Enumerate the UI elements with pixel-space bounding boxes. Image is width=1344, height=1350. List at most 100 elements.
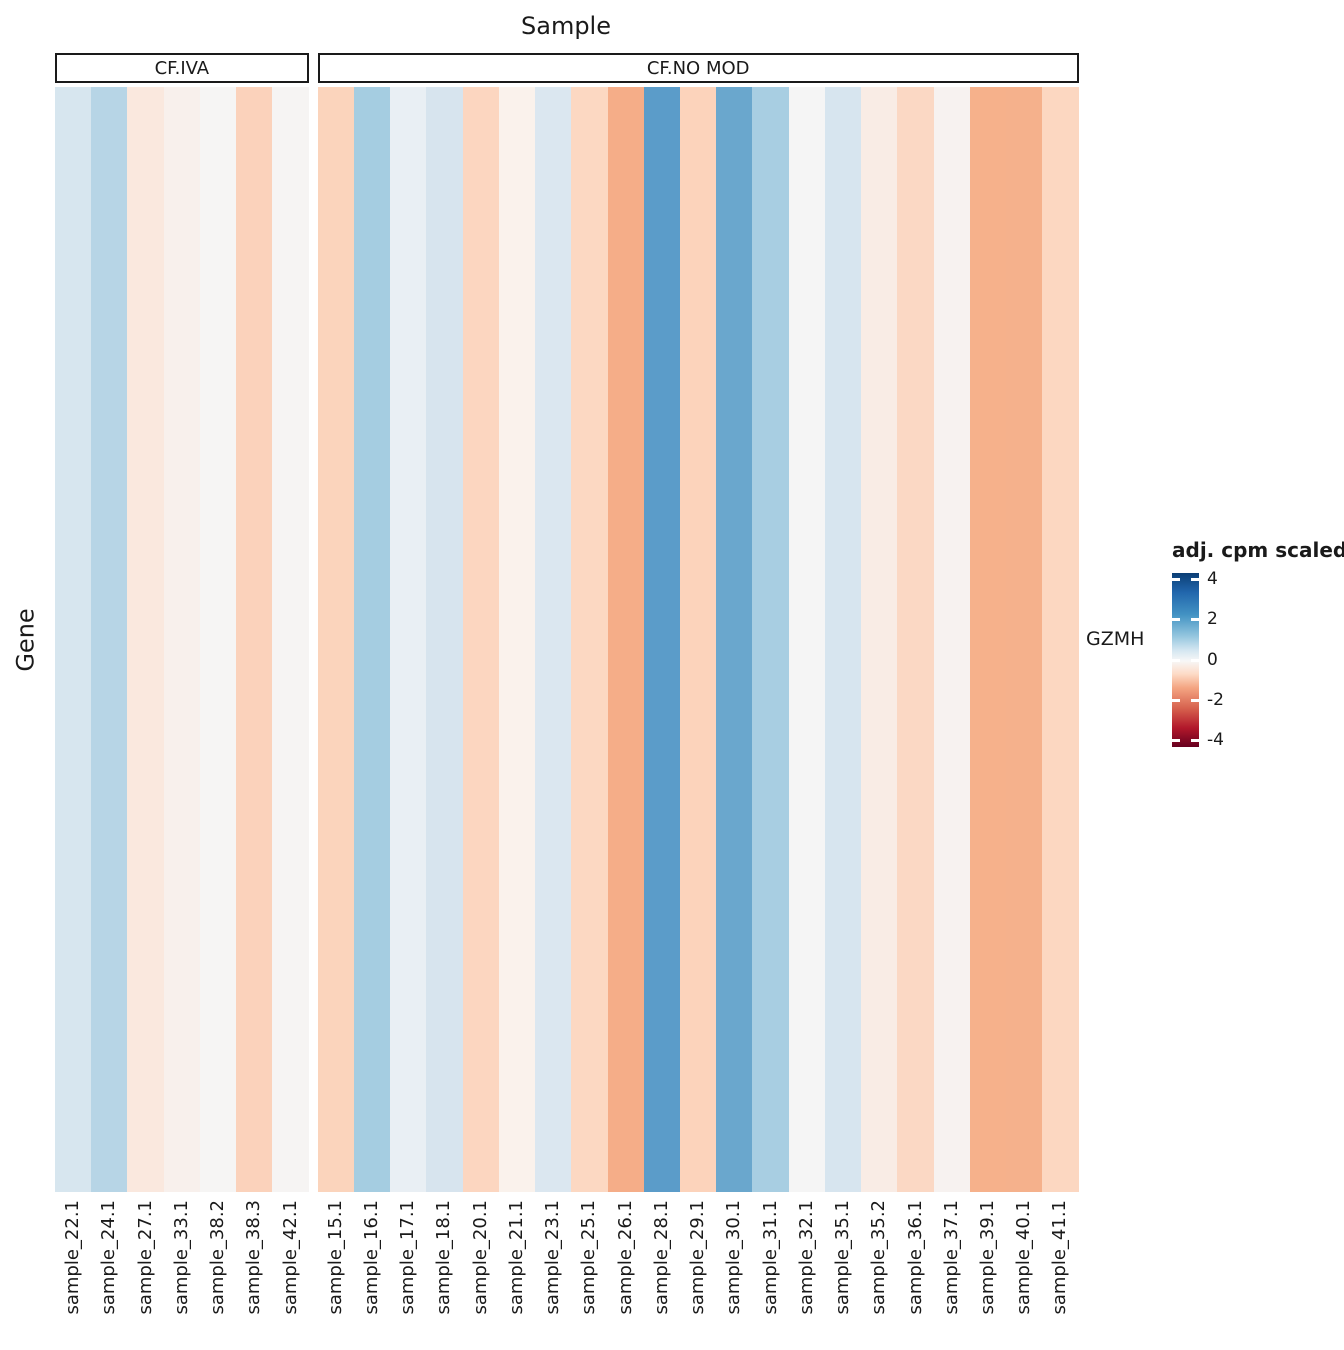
x-axis-label-cell: sample_39.1 <box>970 1200 1006 1350</box>
legend-tick <box>1191 577 1199 581</box>
legend-tick <box>1191 698 1199 702</box>
x-axis-label: sample_39.1 <box>977 1200 998 1315</box>
legend-tick <box>1172 698 1180 702</box>
x-axis-label: sample_35.2 <box>868 1200 890 1315</box>
x-axis-label-cell: sample_17.1 <box>390 1200 426 1350</box>
legend-tick <box>1191 739 1199 743</box>
heatmap-row-0 <box>55 87 309 1192</box>
x-axis-label-cell: sample_37.1 <box>934 1200 970 1350</box>
x-axis-label-cell: sample_31.1 <box>752 1200 788 1350</box>
x-axis-label-cell: sample_29.1 <box>680 1200 716 1350</box>
heatmap-cell <box>55 87 92 1192</box>
heatmap-cell <box>498 87 536 1192</box>
x-axis-label-cell: sample_21.1 <box>499 1200 535 1350</box>
heatmap-cell <box>353 87 391 1192</box>
row-label-text: GZMH <box>1086 628 1145 650</box>
heatmap-cell <box>272 87 309 1192</box>
heatmap-cell <box>127 87 164 1192</box>
x-axis-label-cell: sample_22.1 <box>55 1200 91 1350</box>
x-axis-label: sample_16.1 <box>361 1200 383 1315</box>
x-axis-label: sample_27.1 <box>134 1200 156 1315</box>
x-axis-label-cell: sample_36.1 <box>897 1200 933 1350</box>
x-axis-label: sample_29.1 <box>687 1200 709 1315</box>
x-axis-label: sample_42.1 <box>279 1200 301 1315</box>
heatmap-cell <box>571 87 608 1192</box>
x-axis-label: sample_26.1 <box>614 1200 636 1315</box>
heatmap-cell <box>607 87 644 1192</box>
x-axis-label: sample_40.1 <box>1013 1200 1035 1315</box>
x-axis-label-cell: sample_35.2 <box>861 1200 897 1350</box>
x-axis-label-cell: sample_35.1 <box>825 1200 861 1350</box>
heatmap-cell <box>861 87 898 1192</box>
heatmap-cell <box>462 87 499 1192</box>
heatmap-cell <box>163 87 200 1192</box>
x-axis-label-cell: sample_25.1 <box>571 1200 607 1350</box>
legend-tick-label: 4 <box>1207 568 1218 589</box>
x-axis-label: sample_30.1 <box>723 1200 745 1315</box>
heatmap-cell <box>716 87 753 1192</box>
x-axis-label: sample_17.1 <box>397 1200 419 1315</box>
legend-title: adj. cpm scaled <box>1172 538 1344 562</box>
x-axis-label: sample_32.1 <box>795 1200 817 1315</box>
x-axis-label-cell: sample_16.1 <box>354 1200 390 1350</box>
x-axis-label-cell: sample_41.1 <box>1042 1200 1078 1350</box>
x-axis-label: sample_36.1 <box>904 1200 926 1315</box>
x-axis-label-cell: sample_30.1 <box>716 1200 752 1350</box>
legend-tick-label: 2 <box>1207 609 1218 630</box>
heatmap-cell <box>426 87 463 1192</box>
heatmap-cell <box>969 87 1007 1192</box>
x-axis-label-cell: sample_24.1 <box>91 1200 127 1350</box>
x-axis-label-cell: sample_23.1 <box>535 1200 571 1350</box>
x-axis-label: sample_18.1 <box>433 1200 455 1315</box>
x-axis-label-cell: sample_40.1 <box>1006 1200 1042 1350</box>
heatmap-cell <box>236 87 273 1192</box>
x-axis-label: sample_20.1 <box>469 1200 491 1315</box>
legend-tick <box>1191 618 1199 622</box>
x-axis-label: sample_15.1 <box>324 1200 346 1315</box>
x-axis-labels-1: sample_15.1 sample_16.1 sample_17.1 sample_… <box>318 1200 1079 1350</box>
heatmap-cell <box>824 87 862 1192</box>
x-axis-label: sample_41.1 <box>1049 1200 1071 1315</box>
x-axis-label: sample_22.1 <box>62 1200 84 1315</box>
x-axis-label: sample_28.1 <box>650 1200 672 1315</box>
heatmap-cell <box>317 87 354 1192</box>
x-axis-label-cell: sample_32.1 <box>789 1200 825 1350</box>
heatmap-cell <box>1042 87 1079 1192</box>
x-axis-label: sample_38.2 <box>207 1200 229 1315</box>
legend-tick <box>1172 658 1180 662</box>
x-axis-label-cell: sample_28.1 <box>644 1200 680 1350</box>
heatmap-cell <box>390 87 427 1192</box>
heatmap-cell <box>1006 87 1043 1192</box>
legend-tick-label: -2 <box>1207 689 1224 710</box>
x-axis-label: sample_38.3 <box>243 1200 265 1315</box>
x-axis-label-cell: sample_26.1 <box>608 1200 644 1350</box>
x-axis-label: sample_31.1 <box>759 1200 781 1315</box>
x-axis-label-cell: sample_38.3 <box>236 1200 272 1350</box>
facet-strip-1: CF.NO MOD <box>317 53 1079 83</box>
legend-tick <box>1191 658 1199 662</box>
x-axis-label: sample_23.1 <box>542 1200 564 1315</box>
x-axis-label-cell: sample_38.2 <box>200 1200 236 1350</box>
x-axis-label-cell: sample_42.1 <box>272 1200 308 1350</box>
heatmap-cell <box>933 87 970 1192</box>
page-title-text: Sample <box>521 12 611 40</box>
x-axis-label-cell: sample_18.1 <box>426 1200 462 1350</box>
x-axis-label: sample_37.1 <box>940 1200 962 1315</box>
x-axis-label: sample_21.1 <box>505 1200 527 1315</box>
legend-tick <box>1172 739 1180 743</box>
heatmap-cell <box>535 87 572 1192</box>
x-axis-label-cell: sample_20.1 <box>463 1200 499 1350</box>
legend-tick-label: -4 <box>1207 730 1224 751</box>
x-axis-label: sample_33.1 <box>170 1200 192 1315</box>
heatmap-cell <box>897 87 934 1192</box>
heatmap-cell <box>680 87 717 1192</box>
x-axis-label: sample_25.1 <box>578 1200 600 1315</box>
x-axis-labels-0: sample_22.1 sample_24.1 sample_27.1 sample_… <box>55 1200 309 1350</box>
heatmap-row-1 <box>317 87 1079 1192</box>
heatmap-cell <box>788 87 825 1192</box>
x-axis-label-cell: sample_27.1 <box>127 1200 163 1350</box>
heatmap-cell <box>199 87 237 1192</box>
x-axis-label-cell: sample_15.1 <box>318 1200 354 1350</box>
legend-tick <box>1172 577 1180 581</box>
heatmap-cell <box>643 87 681 1192</box>
